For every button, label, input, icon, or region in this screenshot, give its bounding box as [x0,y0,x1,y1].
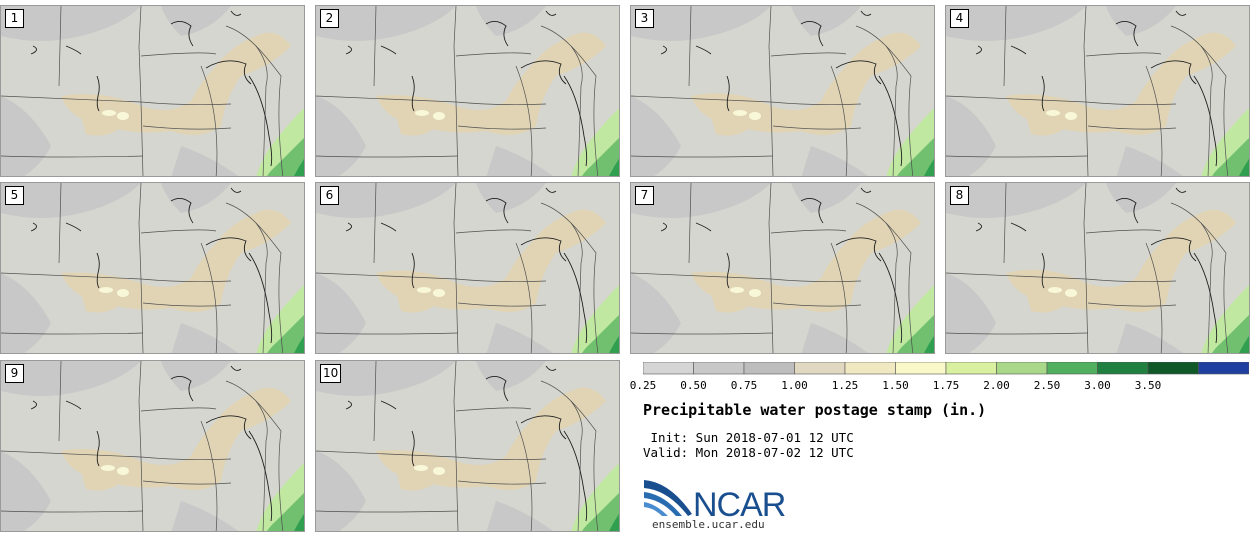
colorbar [643,362,1249,375]
colorbar-tick-label: 3.00 [1084,379,1111,392]
colorbar-segment [693,362,745,375]
panel-number: 8 [950,186,969,205]
ncar-logo-text: NCAR [693,486,786,524]
panel-number: 4 [950,9,969,28]
colorbar-segment [643,362,694,375]
colorbar-segment [945,362,997,375]
colorbar-tick-label: 2.00 [983,379,1010,392]
panel-number: 6 [320,186,339,205]
ncar-logo-icon [644,480,692,516]
colorbar-segment [1046,362,1098,375]
colorbar-segment [996,362,1048,375]
colorbar-tick-label: 0.50 [680,379,707,392]
panel-number: 1 [5,9,24,28]
ensemble-member-panel: 10 [315,360,620,532]
panel-number: 2 [320,9,339,28]
panel-number: 3 [635,9,654,28]
ensemble-member-panel: 7 [630,182,935,354]
colorbar-tick-label: 3.50 [1134,379,1162,392]
ensemble-member-panel: 8 [945,182,1250,354]
colorbar-tick-label: 2.50 [1033,379,1061,392]
colorbar-segment [1147,362,1199,375]
colorbar-tick-label: 1.25 [831,379,859,392]
panel-number: 7 [635,186,654,205]
panel-number: 5 [5,186,24,205]
ensemble-member-panel: 9 [0,360,305,532]
colorbar-tick-label: 0.75 [730,379,758,392]
init-time: Init: Sun 2018-07-01 12 UTC [643,430,854,445]
colorbar-tick-label: 1.00 [781,379,808,392]
colorbar-tick-label: 0.25 [629,379,657,392]
colorbar-segment [895,362,947,375]
colorbar-segment [743,362,795,375]
colorbar-segment [1097,362,1149,375]
panel-number: 9 [5,364,24,383]
ensemble-member-panel: 6 [315,182,620,354]
colorbar-tick-label: 1.50 [882,379,909,392]
ensemble-member-panel: 5 [0,182,305,354]
colorbar-tick-label: 1.75 [932,379,960,392]
colorbar-segment [1198,362,1249,375]
website-link[interactable]: ensemble.ucar.edu [652,518,765,531]
figure-title: Precipitable water postage stamp (in.) [643,401,987,419]
panel-number: 10 [320,364,342,383]
ensemble-member-panel: 1 [0,5,305,177]
ensemble-member-panel: 2 [315,5,620,177]
colorbar-segment [844,362,896,375]
colorbar-segment [794,362,846,375]
valid-time: Valid: Mon 2018-07-02 12 UTC [643,445,854,460]
ensemble-member-panel: 3 [630,5,935,177]
ensemble-member-panel: 4 [945,5,1250,177]
